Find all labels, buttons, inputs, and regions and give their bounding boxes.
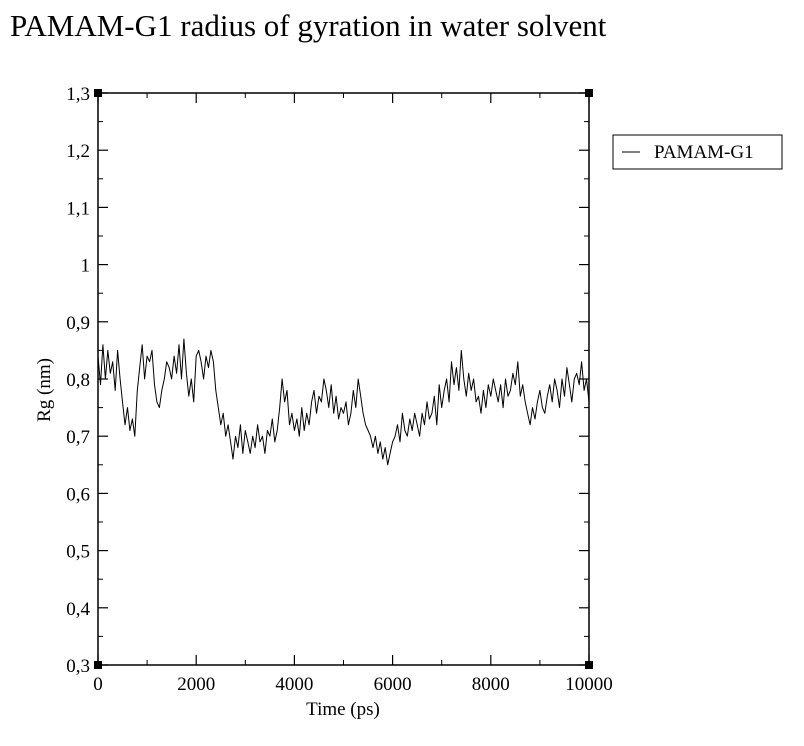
tick-labels: 0 2000 4000 6000 8000 10000 0,3 0,4 0,5 0,6 0,7 0,8… — [66, 84, 613, 695]
y-tick-label: 1,3 — [66, 84, 90, 105]
chart-title: PAMAM-G1 radius of gyration in water sol… — [10, 8, 607, 43]
x-tick-label: 10000 — [565, 674, 613, 695]
y-tick-label: 1,2 — [66, 141, 90, 162]
y-tick-label: 0,8 — [66, 370, 90, 391]
legend: PAMAM-G1 — [612, 134, 783, 170]
x-tick-label: 6000 — [374, 674, 412, 695]
y-tick-label: 0,7 — [66, 427, 90, 448]
y-tick-label: 0,3 — [66, 656, 90, 677]
y-tick-label: 0,6 — [66, 484, 90, 505]
y-axis-label: Rg (nm) — [34, 358, 55, 422]
series-line-pamam-g1 — [97, 338, 590, 466]
y-tick-label: 0,9 — [66, 313, 90, 334]
y-tick-label: 1 — [81, 256, 91, 277]
x-tick-label: 4000 — [275, 674, 313, 695]
plot-frame — [97, 92, 590, 666]
axis-ticks — [94, 89, 593, 669]
x-tick-label: 2000 — [177, 674, 215, 695]
x-axis-label: Time (ps) — [306, 699, 380, 720]
series-layer — [97, 338, 590, 466]
x-tick-label: 0 — [93, 674, 103, 695]
legend-box — [612, 134, 783, 170]
y-tick-label: 0,5 — [66, 542, 90, 563]
x-tick-label: 8000 — [472, 674, 510, 695]
legend-entry-label: PAMAM-G1 — [654, 142, 754, 163]
y-tick-label: 1,1 — [66, 198, 90, 219]
y-tick-label: 0,4 — [66, 599, 90, 620]
